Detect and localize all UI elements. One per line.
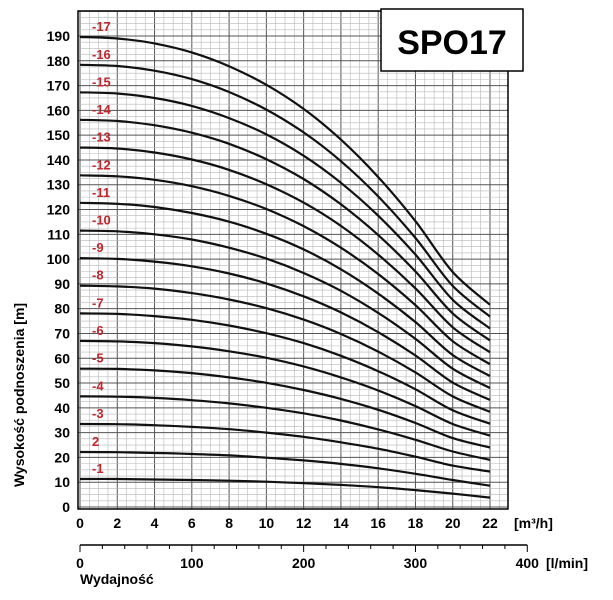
pump-curve-series	[79, 257, 491, 401]
stage-labels: -12-3-4-5-6-7-8-9-10-11-12-13-14-15-16-1…	[92, 19, 112, 476]
x-tick-label: 4	[151, 515, 159, 531]
x-tick-label: 22	[482, 515, 498, 531]
x-tick-label: 20	[445, 515, 461, 531]
x2-axis-unit: [l/min]	[546, 555, 588, 571]
pump-curve-series	[79, 367, 491, 449]
x-tick-label: 12	[296, 515, 312, 531]
stage-label: -7	[92, 295, 104, 310]
pump-curve-series	[79, 201, 491, 378]
stage-label: -4	[92, 378, 104, 393]
pump-curve-series	[79, 339, 491, 437]
y-tick-label: 80	[54, 301, 70, 317]
pump-curve-series	[79, 174, 491, 366]
pump-curve-series	[79, 35, 491, 306]
y-tick-label: 180	[47, 53, 71, 69]
y-tick-label: 30	[54, 425, 70, 441]
x-tick-label: 10	[259, 515, 275, 531]
x2-tick-label: 400	[516, 555, 540, 571]
y-tick-label: 190	[47, 28, 71, 44]
x-tick-label: 2	[113, 515, 121, 531]
y-axis-ticks: 0 10 20 30 40 50 60 70 80 90 100 110 120 130 140 150 160…	[47, 28, 71, 515]
y-tick-label: 20	[54, 449, 70, 465]
y-axis-label: Wysokość podnoszenia [m]	[11, 303, 27, 487]
x2-tick-label: 0	[76, 555, 84, 571]
stage-label: -13	[92, 130, 111, 145]
stage-label: -5	[92, 351, 104, 366]
title-box: SPO17	[380, 8, 524, 72]
pump-curve-series	[79, 395, 491, 461]
y-tick-label: 150	[47, 127, 71, 143]
y-tick-label: 40	[54, 400, 70, 416]
y-tick-label: 140	[47, 152, 71, 168]
y-tick-label: 10	[54, 474, 70, 490]
stage-label: -16	[92, 47, 111, 62]
stage-label: -12	[92, 157, 111, 172]
x-axis-unit: [m³/h]	[514, 515, 553, 531]
y-tick-label: 60	[54, 350, 70, 366]
pump-curve-series	[79, 229, 491, 389]
y-tick-label: 170	[47, 78, 71, 94]
x-tick-label: 16	[370, 515, 386, 531]
x-tick-label: 14	[333, 515, 349, 531]
stage-label: -17	[92, 19, 111, 34]
x2-tick-label: 300	[404, 555, 428, 571]
pump-curve-series	[79, 118, 491, 342]
pump-curve-series	[79, 146, 491, 354]
x-tick-label: 18	[408, 515, 424, 531]
pump-curve-series	[79, 422, 491, 473]
stage-label: -11	[92, 185, 110, 200]
pump-curve-series	[79, 477, 491, 499]
y-tick-label: 70	[54, 325, 70, 341]
x-axis-label: Wydajność	[80, 571, 154, 587]
stage-label: -9	[92, 240, 104, 255]
pump-curve-series	[79, 450, 491, 487]
stage-label: -3	[92, 406, 104, 421]
chart-curves	[79, 35, 491, 499]
x-tick-label: 6	[188, 515, 196, 531]
chart-title: SPO17	[397, 24, 507, 62]
y-tick-label: 90	[54, 276, 70, 292]
y-tick-label: 130	[47, 177, 71, 193]
y-tick-label: 0	[62, 499, 70, 515]
stage-label: -10	[92, 213, 111, 228]
y-tick-label: 160	[47, 102, 71, 118]
stage-label: -6	[92, 323, 104, 338]
x2-tick-label: 200	[292, 555, 316, 571]
y-tick-label: 100	[47, 251, 71, 267]
pump-curve-series	[79, 312, 491, 425]
stage-label: -1	[92, 461, 104, 476]
y-tick-label: 50	[54, 375, 70, 391]
stage-label: -15	[92, 74, 111, 89]
stage-label: -14	[92, 102, 112, 117]
pump-curve-series	[79, 284, 491, 413]
stage-label: -8	[92, 268, 104, 283]
x-tick-label: 8	[225, 515, 233, 531]
chart-grid	[78, 10, 508, 509]
pump-curve-series	[79, 63, 491, 318]
y-tick-label: 120	[47, 202, 71, 218]
y-tick-label: 110	[47, 226, 70, 242]
secondary-x-axis: 0 100 200 300 400	[76, 544, 540, 571]
x-tick-label: 0	[76, 515, 84, 531]
stage-label: 2	[92, 434, 99, 449]
x-axis-ticks: 0 2 4 6 8 10 12 14 16 18 20 22	[76, 515, 498, 531]
pump-curve-series	[79, 91, 491, 330]
x2-tick-label: 100	[180, 555, 204, 571]
plot-frame	[77, 10, 509, 510]
